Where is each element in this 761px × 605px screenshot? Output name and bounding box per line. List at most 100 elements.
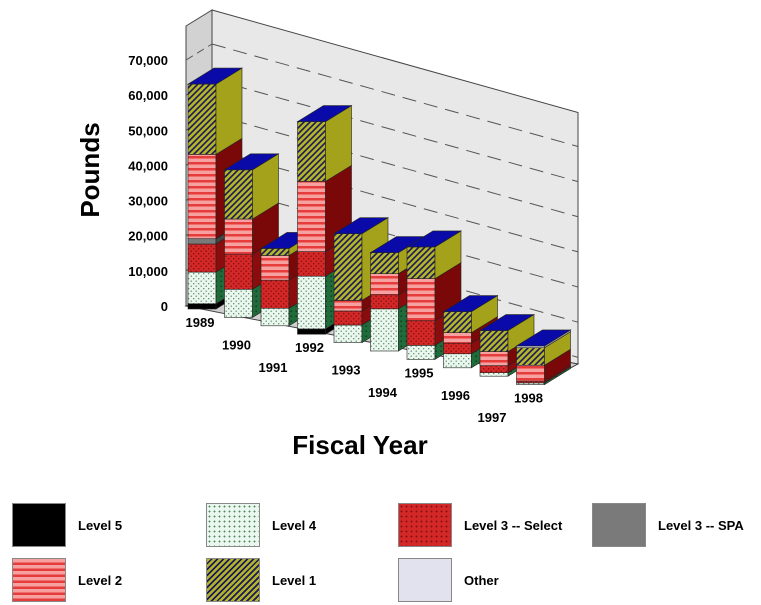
bar-segment-level-1 (516, 347, 545, 366)
legend-label: Level 4 (272, 517, 317, 533)
bar-segment-level-5 (297, 328, 326, 335)
x-tick-label: 1993 (332, 363, 361, 378)
side-gridline (185, 43, 213, 61)
legend-swatch-level-1 (206, 558, 260, 602)
legend-item-level-1: Level 1 (206, 557, 316, 603)
bar-segment-level-3-select (479, 365, 509, 373)
legend-label: Level 2 (78, 572, 123, 588)
bar-segment-level-3-select (333, 310, 363, 326)
y-tick-label: 50,000 (128, 123, 168, 138)
bar-segment-level-1 (333, 233, 363, 301)
back-gridline (211, 219, 579, 323)
bar-segment-level-2 (406, 278, 436, 322)
y-tick-label: 60,000 (128, 88, 168, 103)
x-tick-label: 1992 (295, 340, 324, 355)
bar-top (515, 329, 572, 347)
bar-segment-level-2 (187, 154, 217, 240)
legend-label: Other (464, 572, 499, 588)
x-tick-label: 1990 (222, 337, 251, 352)
bar-segment-level-5 (187, 303, 217, 310)
bar-segment-level-4 (479, 372, 509, 377)
bar-stack-1998 (515, 329, 572, 386)
x-tick-label: 1996 (441, 388, 470, 403)
y-tick-label: 70,000 (128, 53, 168, 68)
bar-top (442, 295, 499, 312)
bar-segment-level-2 (260, 255, 290, 281)
legend-label: Level 1 (272, 572, 317, 588)
y-axis-label: Pounds (75, 122, 105, 217)
bar-segment-level-3-select (224, 253, 253, 290)
bar-segment-level-2 (297, 181, 326, 252)
bar-segment-level-3-select (370, 294, 399, 310)
bar-segment-level-4 (297, 275, 326, 330)
x-tick-label: 1991 (259, 360, 288, 375)
x-tick-label: 1989 (186, 315, 215, 330)
bar-segment-level-4 (187, 271, 217, 305)
bar-segment-level-3-select (443, 342, 472, 355)
legend-swatch-level-2 (12, 558, 66, 602)
bar-segment-level-3-select (187, 243, 217, 273)
bar-segment-level-3-spa (187, 238, 217, 245)
bar-segment-level-3-select (406, 320, 436, 346)
bar-segment-level-2 (443, 332, 472, 344)
back-gridline (211, 78, 579, 183)
legend-label: Level 5 (78, 517, 123, 533)
legend-label: Level 3 -- Select (464, 517, 563, 533)
bar-segment-level-2 (479, 351, 509, 366)
legend-swatch-level-5 (12, 503, 66, 547)
y-tick-label: 40,000 (128, 158, 168, 173)
legend-item-level-4: Level 4 (206, 502, 316, 548)
legend-label: Level 3 -- SPA (658, 517, 744, 533)
bar-top (405, 230, 463, 248)
bar-segment-level-2 (370, 273, 399, 296)
bar-segment-level-4 (333, 324, 363, 343)
bar-segment-level-4 (224, 288, 253, 318)
legend-item-level-3-spa: Level 3 -- SPA (592, 502, 744, 548)
y-tick-label: 0 (161, 299, 168, 314)
back-gridline (211, 43, 579, 147)
x-axis-label: Fiscal Year (292, 430, 427, 460)
y-tick-label: 10,000 (128, 264, 168, 279)
bar-segment-level-4 (370, 308, 399, 352)
legend-swatch-level-3-select (398, 503, 452, 547)
bar-segment-level-3-select (297, 251, 326, 277)
legend-item-level-5: Level 5 (12, 502, 122, 548)
bar-segment-level-4 (406, 345, 436, 360)
bar-segment-level-1 (187, 83, 217, 155)
legend-item-level-3-select: Level 3 -- Select (398, 502, 562, 548)
bar-segment-level-1 (224, 169, 253, 220)
legend-swatch-level-4 (206, 503, 260, 547)
bar-segment-level-1 (406, 246, 436, 279)
x-tick-label: 1995 (405, 365, 434, 380)
legend-swatch-level-3-spa (592, 503, 646, 547)
bar-segment-level-1 (370, 252, 399, 274)
legend-item-other: Other (398, 557, 499, 603)
back-gridline (211, 113, 579, 218)
bar-top (296, 105, 353, 122)
bar-segment-level-4 (443, 353, 472, 369)
x-axis-ticks: 1989 1990 1991 1992 1993 1994 1995 1996 1997 1998 (186, 315, 543, 425)
y-tick-label: 20,000 (128, 229, 168, 244)
legend-swatch-other (398, 558, 452, 602)
bar-top (478, 314, 536, 331)
chart-area: 0 10,000 20,000 30,000 40,000 50,000 60,000 70,… (75, 9, 580, 460)
x-tick-label: 1998 (514, 391, 543, 406)
back-gridline (211, 184, 579, 288)
bar-segment-level-2 (224, 218, 253, 255)
bars (186, 67, 572, 386)
bar-segment-level-4 (260, 307, 290, 327)
bar-segment-level-3-select (260, 279, 290, 309)
bar-top (186, 67, 244, 85)
back-gridline (211, 148, 579, 253)
bar-top (332, 217, 390, 234)
y-tick-label: 30,000 (128, 194, 168, 209)
bar-segment-level-1 (297, 121, 326, 182)
bar-segment-level-2 (333, 300, 363, 312)
x-tick-label: 1994 (368, 385, 398, 400)
bar-segment-level-1 (260, 248, 290, 256)
bar-segment-level-1 (479, 330, 509, 352)
bar-segment-level-2 (516, 364, 545, 382)
legend: Level 5 Level 4 Level 3 -- Select Level … (0, 498, 761, 605)
bar-segment-level-1 (443, 311, 472, 333)
legend-item-level-2: Level 2 (12, 557, 122, 603)
